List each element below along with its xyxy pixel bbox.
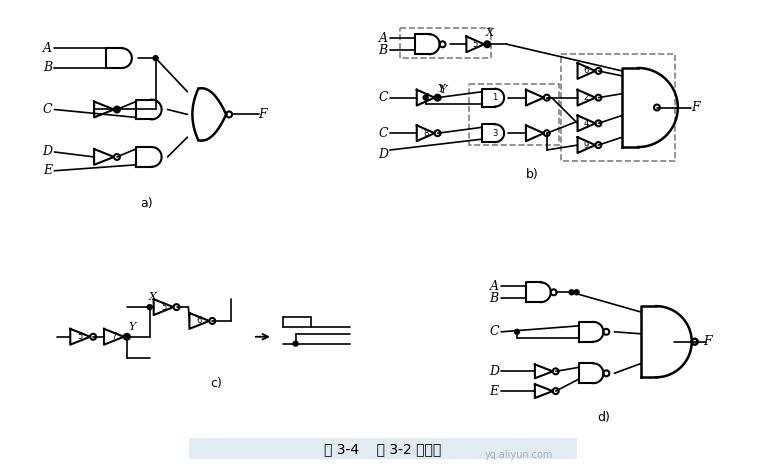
Text: 1: 1 [492,93,498,102]
Text: A: A [43,42,52,55]
Text: Y: Y [128,322,136,332]
Circle shape [114,107,120,112]
Text: 2: 2 [584,93,589,102]
Text: A: A [379,32,388,45]
Text: 3: 3 [492,129,498,138]
Circle shape [423,95,428,100]
Text: E: E [490,385,499,397]
Text: d): d) [597,411,610,425]
Text: yq.aliyun.com: yq.aliyun.com [485,450,553,460]
Circle shape [574,290,579,295]
Circle shape [569,290,574,295]
Text: 6: 6 [197,317,202,325]
Bar [400,28,491,58]
Circle shape [485,42,490,47]
Text: B: B [490,292,499,305]
Text: D: D [489,365,499,378]
Text: X: X [485,28,493,38]
Text: E: E [43,164,52,177]
Text: 5: 5 [78,332,83,341]
Circle shape [293,341,298,346]
Text: C: C [378,91,388,104]
Text: C: C [378,127,388,140]
Text: b): b) [526,168,538,181]
Text: 5: 5 [161,303,166,311]
Circle shape [124,334,130,339]
Text: 8: 8 [423,129,428,138]
Text: Y: Y [438,84,445,94]
Text: F: F [703,335,712,348]
Circle shape [153,56,158,61]
Text: A: A [490,280,498,293]
Text: 6: 6 [584,66,589,76]
Bar [190,438,577,459]
Text: F: F [691,101,700,114]
Text: 4: 4 [584,119,589,128]
Bar [561,54,675,161]
Text: 图 3-4    例 3-2 的解答: 图 3-4 例 3-2 的解答 [325,442,442,456]
Text: 9: 9 [584,141,589,149]
Text: X: X [149,292,157,302]
Text: C: C [43,103,53,116]
Text: D: D [43,146,53,158]
Circle shape [514,329,520,334]
Text: B: B [43,62,52,75]
Text: B: B [379,44,388,57]
Text: 7: 7 [111,332,117,341]
Text: D: D [378,149,388,162]
Text: C: C [489,325,499,338]
Text: 5: 5 [472,40,478,49]
Circle shape [147,304,152,310]
Text: c): c) [210,377,223,389]
Text: 7: 7 [423,93,428,102]
Circle shape [435,95,440,100]
Text: F: F [258,108,267,121]
Text: Y: Y [440,85,447,95]
Text: a): a) [140,197,153,210]
Bar [469,84,559,145]
